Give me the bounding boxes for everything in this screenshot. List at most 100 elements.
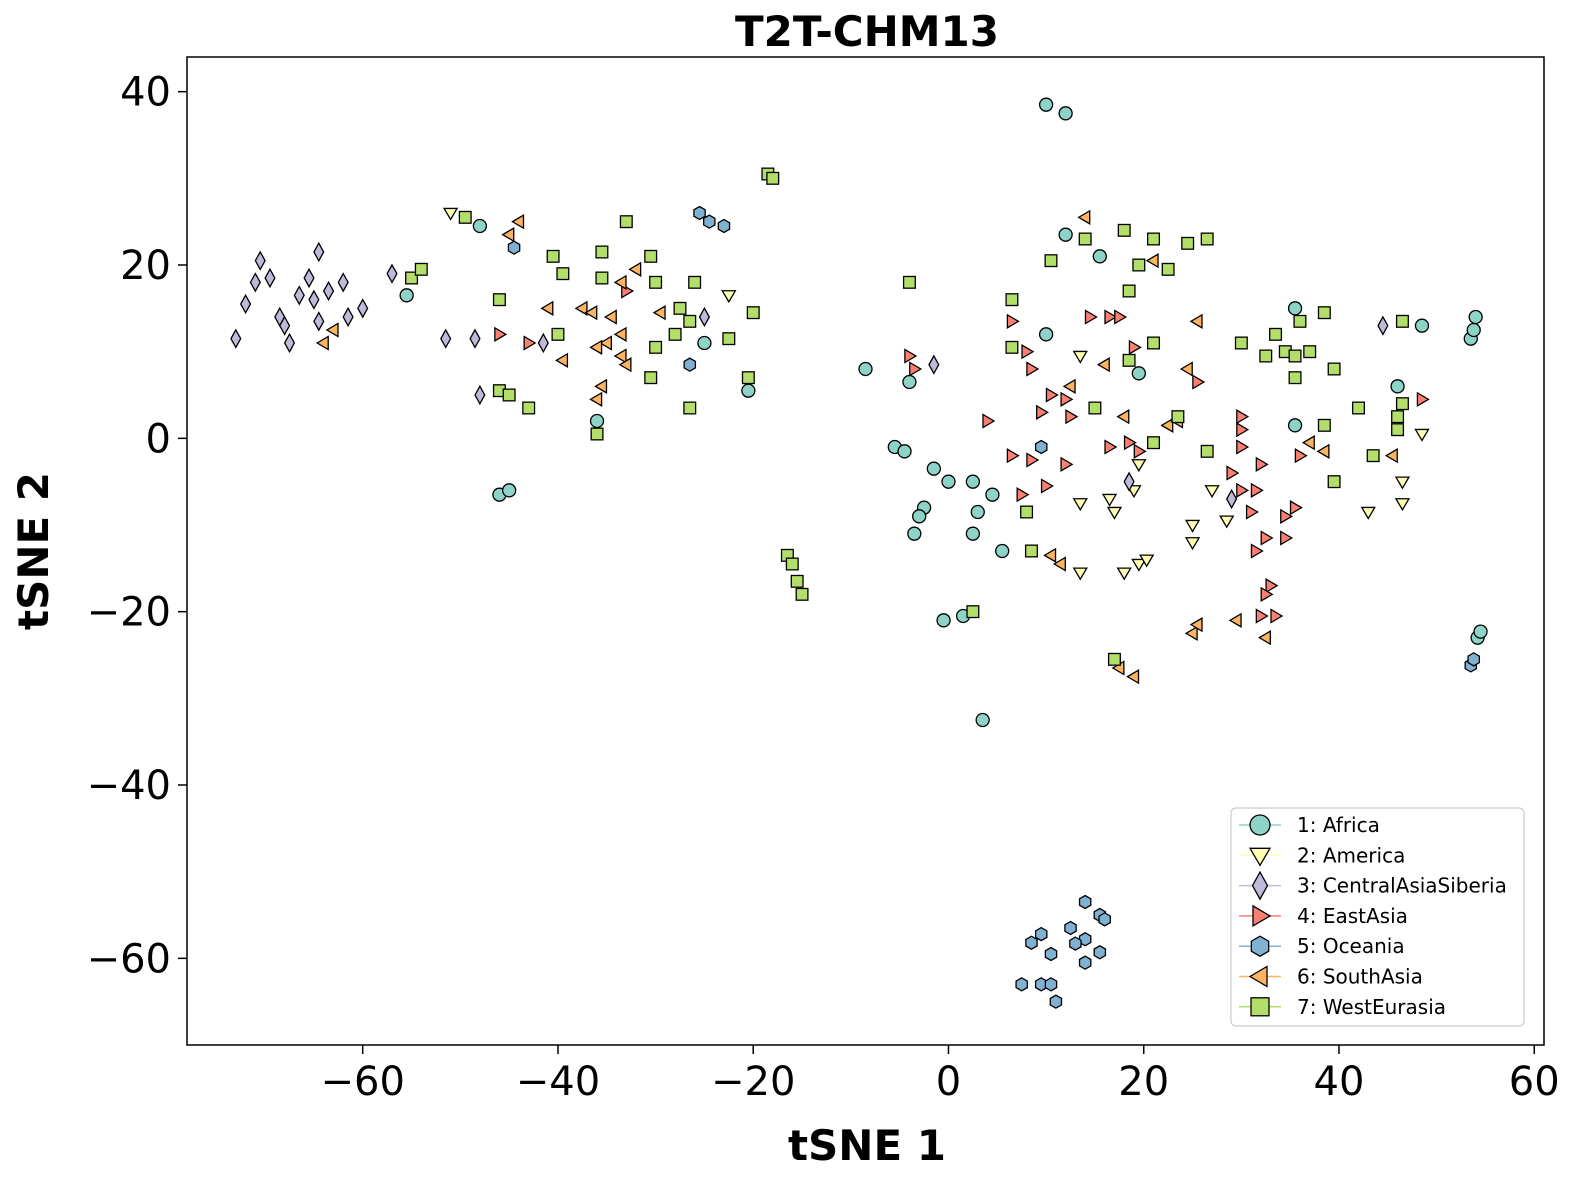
data-point (1287, 418, 1303, 433)
data-point (1064, 920, 1077, 936)
data-point (668, 327, 682, 341)
data-point (254, 250, 266, 271)
legend-marker (1252, 904, 1272, 928)
legend-item: 3: CentralAsiaSiberia (1239, 870, 1507, 901)
data-point (523, 335, 537, 351)
data-point (975, 712, 990, 728)
data-point (1255, 608, 1269, 624)
data-point (1104, 439, 1118, 455)
data-point (902, 374, 917, 390)
data-point (1072, 350, 1088, 364)
data-point (1093, 945, 1107, 960)
data-point (1189, 313, 1203, 329)
data-point (618, 357, 632, 373)
data-point (1106, 506, 1123, 520)
data-point (1236, 422, 1250, 438)
data-point (907, 526, 922, 541)
data-point (1280, 508, 1294, 524)
data-point (595, 271, 609, 285)
data-point (551, 327, 565, 341)
data-point (909, 361, 923, 377)
data-point (688, 275, 702, 289)
data-point (440, 328, 452, 349)
data-point (1146, 436, 1160, 450)
data-point (1116, 409, 1130, 425)
data-point (469, 328, 481, 349)
data-point (1026, 452, 1040, 468)
data-point (1131, 459, 1147, 473)
data-point (1236, 439, 1250, 455)
data-point (1146, 336, 1160, 350)
data-point (325, 322, 339, 338)
data-point (1189, 617, 1203, 633)
data-point (936, 613, 951, 628)
x-axis-title: tSNE 1 (788, 1121, 946, 1170)
data-point (1101, 493, 1118, 507)
data-point (1128, 339, 1142, 355)
data-point (501, 227, 515, 243)
data-point (1316, 443, 1330, 459)
x-tick-label: 20 (1118, 1059, 1169, 1105)
data-point (1072, 498, 1088, 512)
legend: 1: Africa 2: America 3: CentralAsiaSiberia… (1230, 807, 1525, 1027)
data-point (1107, 652, 1121, 666)
data-point (1179, 361, 1193, 377)
chart-title: T2T-CHM13 (735, 7, 999, 56)
data-point (1280, 530, 1294, 546)
data-point (1077, 209, 1091, 225)
data-point (673, 301, 687, 315)
legend-marker (1250, 935, 1270, 957)
x-axis: −60 −40 −20 0 20 40 60 (321, 1045, 1560, 1105)
data-point (1416, 391, 1430, 407)
data-point (1038, 327, 1054, 342)
data-point (239, 293, 252, 315)
series-6 (315, 209, 1398, 685)
data-point (897, 444, 912, 459)
data-point (1200, 444, 1214, 458)
data-point (1327, 475, 1341, 489)
data-point (322, 280, 335, 302)
data-point (264, 267, 276, 289)
y-tick-label: −60 (87, 936, 171, 982)
data-point (1052, 556, 1066, 572)
data-point (1005, 293, 1019, 307)
data-point (1293, 314, 1307, 328)
data-point (502, 483, 517, 498)
data-point (1394, 476, 1411, 490)
x-tick-label: −40 (516, 1059, 600, 1105)
y-tick-label: 0 (146, 416, 171, 462)
data-point (230, 328, 242, 349)
data-point (1116, 567, 1132, 581)
y-tick-label: −40 (87, 763, 171, 809)
data-point (1303, 345, 1317, 359)
data-point (698, 306, 711, 328)
data-point (1414, 428, 1430, 442)
data-point (1236, 409, 1250, 425)
data-point (279, 315, 291, 336)
data-point (599, 335, 612, 351)
data-point (902, 275, 916, 289)
data-point (442, 207, 459, 221)
legend-marker (1248, 965, 1268, 988)
data-point (1016, 487, 1030, 503)
data-point (1468, 309, 1483, 325)
data-point (249, 272, 261, 293)
data-point (414, 262, 428, 276)
data-point (357, 298, 369, 319)
data-point (965, 526, 981, 541)
data-point (628, 261, 642, 277)
data-point (1020, 505, 1034, 519)
x-tick-label: 0 (936, 1059, 961, 1105)
data-point (1288, 371, 1302, 385)
data-point (1072, 567, 1088, 581)
series-4 (494, 283, 1430, 624)
data-point (537, 332, 549, 354)
data-point (613, 326, 627, 342)
data-point (1467, 652, 1480, 667)
legend-item: 5: Oceania (1239, 934, 1405, 958)
data-point (556, 267, 570, 281)
data-point (1366, 449, 1380, 463)
y-tick-label: 40 (120, 70, 171, 116)
data-point (985, 487, 1000, 502)
data-point (1171, 410, 1185, 424)
